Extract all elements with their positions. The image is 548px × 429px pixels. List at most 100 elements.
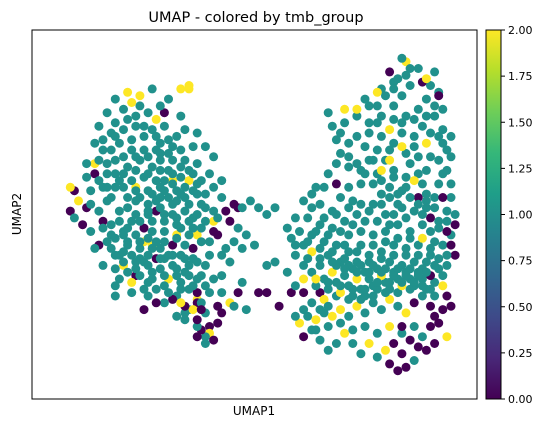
scatter-point <box>123 114 133 124</box>
scatter-point <box>340 104 350 114</box>
scatter-point <box>86 199 96 209</box>
scatter-point <box>397 328 407 338</box>
scatter-point <box>385 220 395 230</box>
scatter-point <box>360 142 370 152</box>
scatter-point <box>303 237 313 247</box>
scatter-point <box>217 176 227 186</box>
scatter-point <box>421 74 431 84</box>
scatter-point <box>237 203 247 213</box>
scatter-point <box>147 84 157 94</box>
scatter-point <box>290 250 300 260</box>
scatter-point <box>196 223 206 233</box>
scatter-point <box>315 243 325 253</box>
scatter-point <box>110 155 120 165</box>
scatter-point <box>74 196 83 206</box>
scatter-point <box>430 311 440 321</box>
scatter-point <box>393 189 403 199</box>
scatter-point <box>409 131 419 141</box>
scatter-point <box>200 216 210 226</box>
scatter-point <box>376 267 386 277</box>
scatter-point <box>311 274 321 284</box>
scatter-point <box>421 138 431 148</box>
scatter-point <box>299 274 309 284</box>
scatter-point <box>196 305 206 315</box>
scatter-point <box>143 233 153 243</box>
scatter-point <box>143 260 153 270</box>
scatter-point <box>336 148 345 158</box>
scatter-point <box>401 213 411 223</box>
scatter-point <box>331 240 341 250</box>
scatter-point <box>159 281 169 291</box>
scatter-point <box>164 148 173 158</box>
scatter-point <box>389 138 399 148</box>
scatter-point <box>434 318 444 328</box>
scatter-point <box>155 138 165 148</box>
scatter-point <box>405 193 415 202</box>
scatter-point <box>442 227 452 236</box>
scatter-point <box>344 182 354 192</box>
scatter-point <box>327 267 337 277</box>
scatter-point <box>385 67 395 77</box>
scatter-point <box>176 84 186 94</box>
scatter-point <box>336 305 345 315</box>
scatter-point <box>184 230 194 240</box>
scatter-point <box>98 216 108 226</box>
scatter-point <box>196 176 206 186</box>
scatter-point <box>434 216 444 226</box>
scatter-point <box>151 196 161 206</box>
scatter-point <box>98 223 108 233</box>
scatter-point <box>131 210 141 219</box>
scatter-point <box>413 271 423 281</box>
scatter-point <box>368 291 378 301</box>
scatter-point <box>168 142 178 152</box>
scatter-point <box>200 142 210 152</box>
scatter-point <box>409 206 419 216</box>
scatter-point <box>401 182 411 192</box>
scatter-point <box>106 145 116 155</box>
scatter-point <box>434 155 444 165</box>
scatter-point <box>413 152 423 162</box>
colorbar-ticks: 0.00 0.25 0.50 0.75 1.00 1.25 1.50 1.75 2.00 <box>501 24 533 406</box>
scatter-point <box>180 155 190 165</box>
scatter-point <box>184 176 194 186</box>
scatter-point <box>368 260 378 270</box>
scatter-point <box>348 284 358 294</box>
scatter-point <box>270 257 280 267</box>
scatter-point <box>405 335 415 345</box>
scatter-point <box>180 240 190 250</box>
scatter-point <box>159 227 169 236</box>
scatter-point <box>352 274 362 284</box>
scatter-point <box>147 267 157 277</box>
scatter-point <box>209 182 219 192</box>
scatter-point <box>315 288 325 298</box>
scatter-point <box>102 108 112 118</box>
scatter-point <box>421 189 431 199</box>
scatter-point <box>123 87 133 97</box>
scatter-point <box>143 186 153 196</box>
scatter-point <box>401 148 411 158</box>
scatter-point <box>434 91 444 101</box>
scatter-point <box>65 206 75 216</box>
scatter-point <box>307 189 317 199</box>
scatter-point <box>290 281 300 291</box>
scatter-point <box>94 176 104 186</box>
scatter-point <box>430 193 440 202</box>
scatter-point <box>389 114 399 124</box>
scatter-point <box>442 260 452 270</box>
scatter-point <box>110 250 120 260</box>
scatter-point <box>340 328 350 338</box>
scatter-point <box>192 315 202 325</box>
scatter-point <box>290 311 300 321</box>
scatter-point <box>307 298 317 308</box>
scatter-point <box>426 81 435 90</box>
scatter-point <box>356 179 366 189</box>
scatter-point <box>114 274 124 284</box>
scatter-point <box>340 254 350 264</box>
scatter-point <box>348 325 358 335</box>
scatter-point <box>430 339 440 348</box>
scatter-point <box>323 169 333 179</box>
scatter-point <box>192 210 202 219</box>
scatter-point <box>180 125 190 135</box>
scatter-point <box>430 111 440 121</box>
